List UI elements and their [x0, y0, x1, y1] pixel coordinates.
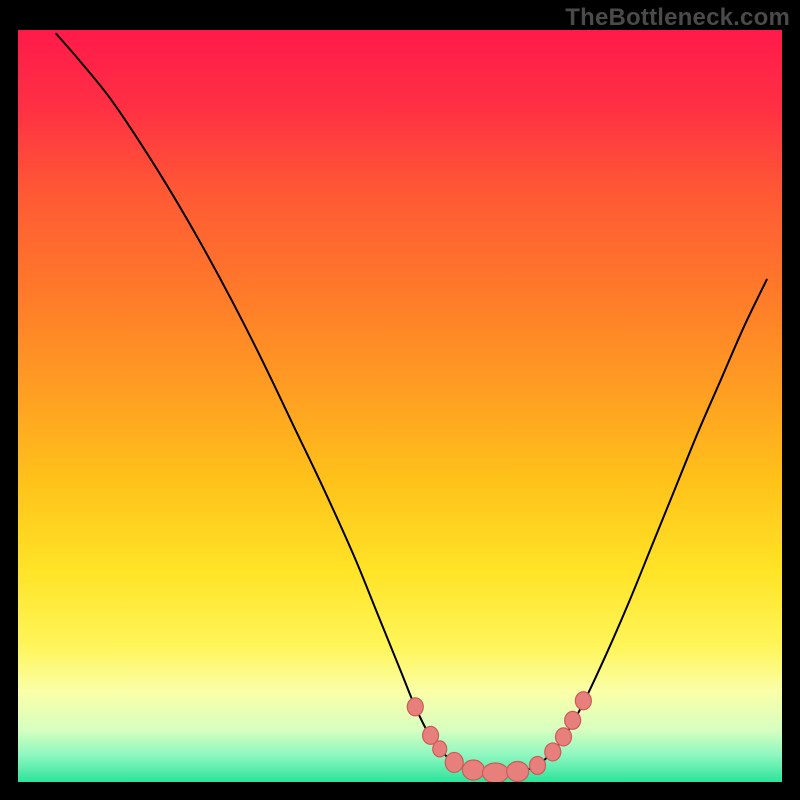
data-marker [565, 711, 581, 729]
data-marker [462, 760, 484, 780]
chart-svg [0, 0, 800, 800]
data-marker [556, 728, 572, 746]
chart-stage: TheBottleneck.com [0, 0, 800, 800]
data-marker [407, 698, 423, 716]
data-marker [575, 692, 591, 710]
data-marker [530, 756, 546, 774]
data-marker [445, 752, 463, 772]
data-marker [507, 761, 529, 781]
data-marker [545, 743, 561, 761]
data-marker [483, 763, 509, 783]
data-marker [433, 741, 447, 757]
watermark-text: TheBottleneck.com [565, 4, 790, 32]
